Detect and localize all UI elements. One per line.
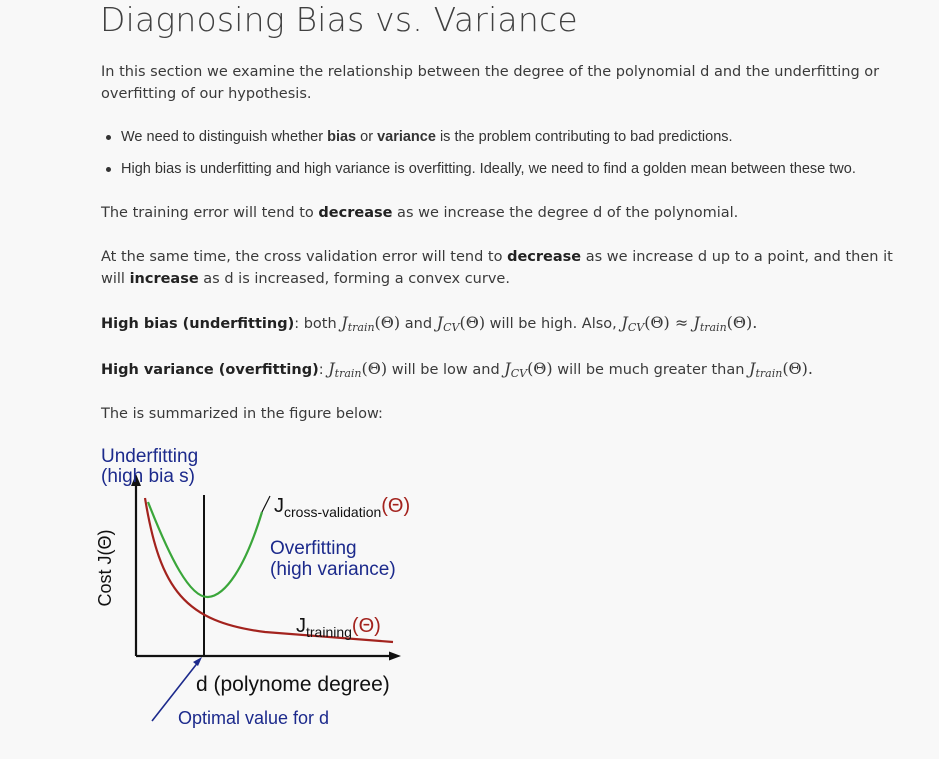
optimal-d-label: Optimal value for d <box>178 708 330 728</box>
j-cv-expression: JCV(Θ) <box>436 313 486 334</box>
bullet-text: is the problem contributing to bad predi… <box>435 129 733 145</box>
bold-bias: bias <box>327 129 357 145</box>
jcv-pointer-line <box>261 495 271 513</box>
j-cv-expression: JCV(Θ) <box>504 359 553 380</box>
high-variance-label: High variance (overfitting) <box>101 362 319 378</box>
optimal-pointer-line <box>151 660 200 722</box>
overfitting-label: Overfitting <box>270 538 357 559</box>
high-bias-label: High bias (underfitting) <box>101 316 295 332</box>
high-variance-paragraph: High variance (overfitting): Jtrain(Θ) w… <box>101 359 814 380</box>
bias-variance-figure: Underfitting (high bia s) Jcross-validat… <box>95 440 425 740</box>
cv-error-curve <box>146 501 264 599</box>
summary-paragraph: The is summarized in the figure below: <box>101 406 383 422</box>
high-bias-label: (high bia s) <box>101 466 195 487</box>
bullet-list: We need to distinguish whether bias or v… <box>101 126 856 190</box>
bias-variance-diagram <box>131 474 401 722</box>
bullet-text: We need to distinguish whether <box>121 129 328 145</box>
cv-error-paragraph: At the same time, the cross validation e… <box>101 249 893 287</box>
high-bias-paragraph: High bias (underfitting): both Jtrain(Θ)… <box>101 313 758 334</box>
y-axis-label: Cost J(Θ) <box>95 529 115 607</box>
optimal-pointer-arrowhead <box>193 657 202 666</box>
page-title: Diagnosing Bias vs. Variance <box>100 0 578 39</box>
bullet-item-bias-variance: We need to distinguish whether bias or v… <box>101 126 856 148</box>
high-variance-label: (high variance) <box>270 559 396 580</box>
j-cv-approx-j-train: JCV(Θ) ≈ Jtrain(Θ). <box>621 313 758 334</box>
training-error-curve <box>143 497 394 644</box>
underfitting-label: Underfitting <box>101 446 199 467</box>
x-axis-arrowhead <box>389 651 401 661</box>
training-error-paragraph: The training error will tend to decrease… <box>101 205 739 221</box>
j-train-expression: Jtrain(Θ) <box>341 313 401 334</box>
intro-paragraph: In this section we examine the relations… <box>101 64 880 102</box>
jtraining-label: Jtraining(Θ) <box>296 615 381 640</box>
bullet-text: High bias is underfitting and high varia… <box>121 161 856 177</box>
j-train-expression: Jtrain(Θ) <box>328 359 388 380</box>
bullet-item-golden-mean: High bias is underfitting and high varia… <box>101 158 856 180</box>
y-axis-arrowhead <box>131 474 141 486</box>
bullet-text: or <box>356 129 378 145</box>
x-axis-label: d (polynome degree) <box>196 673 390 696</box>
j-train-expression: Jtrain(Θ). <box>749 359 814 380</box>
jcv-label: Jcross-validation(Θ) <box>274 495 411 520</box>
bold-variance: variance <box>377 129 436 145</box>
